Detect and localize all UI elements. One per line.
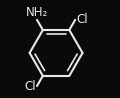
Text: Cl: Cl bbox=[24, 80, 36, 93]
Text: Cl: Cl bbox=[76, 13, 88, 26]
Text: NH₂: NH₂ bbox=[26, 6, 48, 19]
